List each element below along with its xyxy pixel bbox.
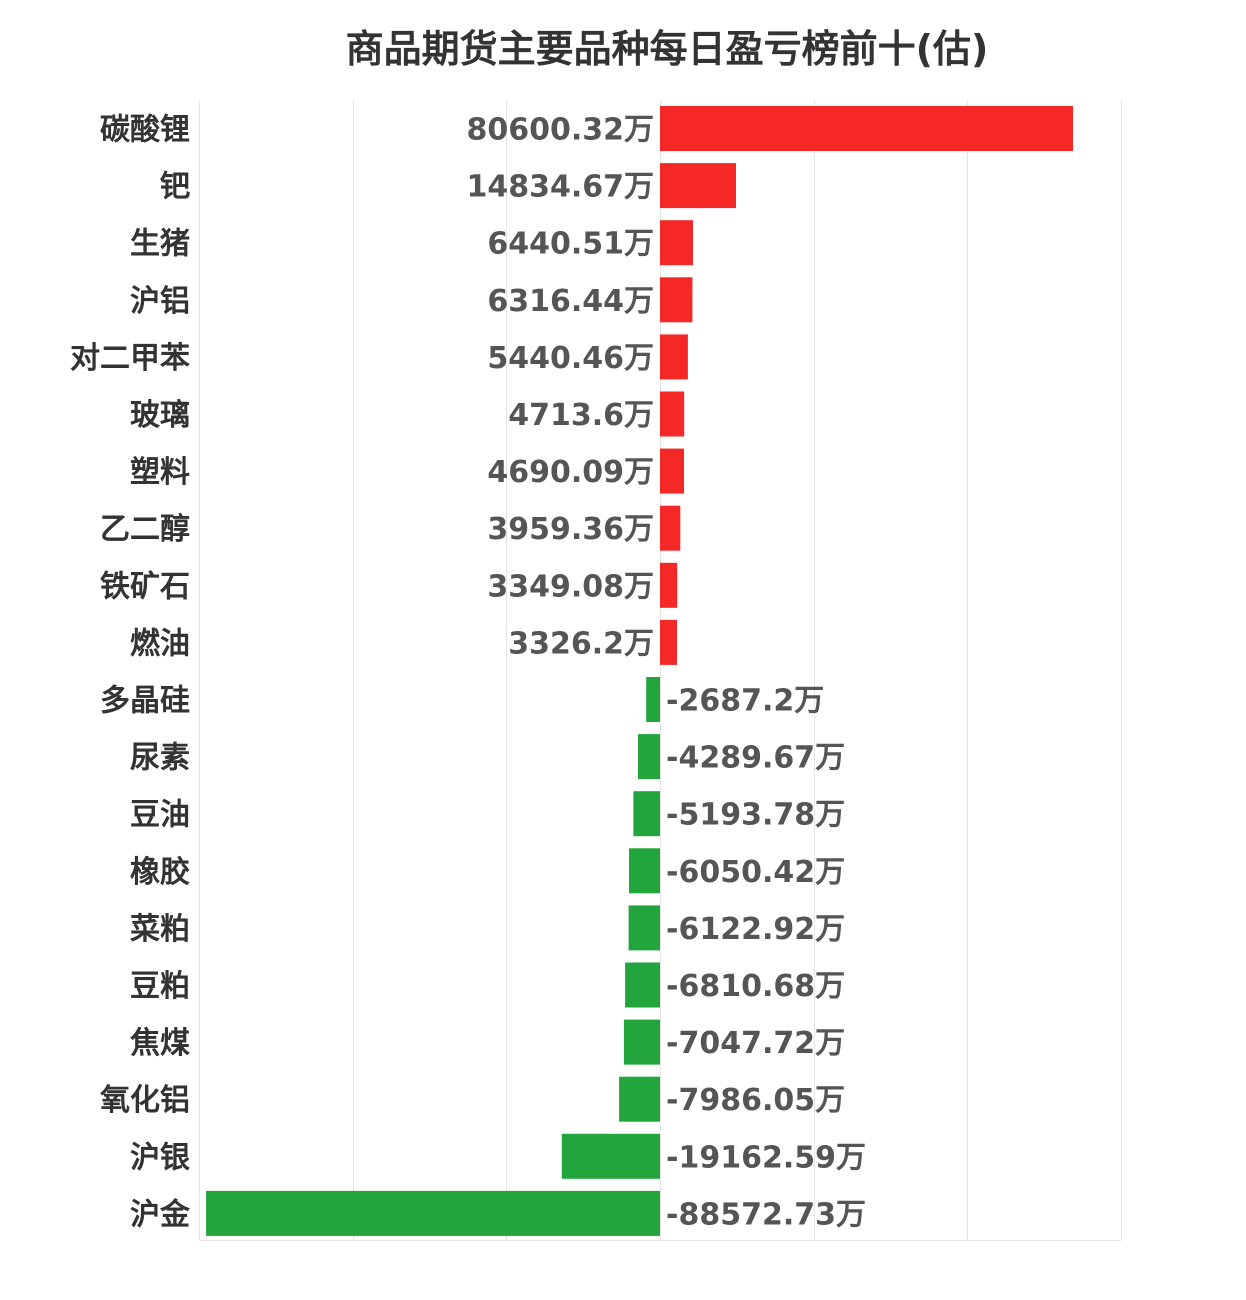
bars <box>206 106 1073 1236</box>
value-label: 14834.67万 <box>466 170 654 205</box>
value-label: -6050.42万 <box>666 855 845 890</box>
category-label: 铁矿石 <box>100 569 190 604</box>
bar <box>633 791 660 837</box>
category-label: 生猪 <box>130 227 190 262</box>
category-label: 豆粕 <box>130 969 190 1004</box>
value-label: -7986.05万 <box>666 1083 845 1118</box>
bar <box>625 962 660 1008</box>
category-label: 尿素 <box>130 741 190 776</box>
bar <box>619 1076 660 1122</box>
value-label: 80600.32万 <box>466 113 654 148</box>
category-label: 乙二醇 <box>100 512 190 547</box>
bar <box>561 1133 660 1179</box>
category-label: 豆油 <box>130 798 190 833</box>
category-label: 塑料 <box>130 455 190 490</box>
category-label: 玻璃 <box>130 398 190 433</box>
category-label: 沪金 <box>130 1197 191 1232</box>
bar <box>628 905 660 951</box>
bar <box>660 334 688 380</box>
bar <box>660 505 681 551</box>
category-label: 沪铝 <box>130 284 190 319</box>
chart-title: 商品期货主要品种每日盈亏榜前十(估) <box>345 27 989 71</box>
value-label: 4690.09万 <box>487 455 654 490</box>
value-label: -4289.67万 <box>666 741 845 776</box>
category-label: 氧化铝 <box>100 1083 190 1118</box>
bar <box>206 1190 660 1236</box>
value-label: 6440.51万 <box>487 227 654 262</box>
bar <box>660 277 693 323</box>
value-label: 3326.2万 <box>508 626 654 661</box>
category-label: 沪银 <box>130 1140 190 1175</box>
category-label: 碳酸锂 <box>100 113 190 148</box>
bar <box>646 677 660 722</box>
category-label: 燃油 <box>130 626 190 661</box>
value-label: 6316.44万 <box>487 284 654 319</box>
bar <box>660 106 1073 151</box>
value-label: 4713.6万 <box>508 398 654 433</box>
value-label: -6810.68万 <box>666 969 845 1004</box>
bar <box>623 1019 660 1065</box>
bar <box>629 848 660 894</box>
bar <box>660 619 677 665</box>
value-label: 5440.46万 <box>487 341 654 376</box>
category-label: 钯 <box>160 170 190 205</box>
grid-lines <box>199 100 1122 1241</box>
value-label: -88572.73万 <box>666 1197 866 1232</box>
category-label: 对二甲苯 <box>70 341 190 376</box>
bar <box>660 163 736 209</box>
bar <box>660 220 693 266</box>
category-label: 多晶硅 <box>100 684 190 719</box>
category-label: 焦煤 <box>130 1026 190 1061</box>
bar <box>660 562 678 608</box>
value-label: -19162.59万 <box>666 1140 866 1175</box>
bar <box>660 448 684 494</box>
category-label: 菜粕 <box>130 912 190 947</box>
value-label: 3349.08万 <box>487 569 654 604</box>
value-label: -2687.2万 <box>666 684 824 719</box>
value-label: -7047.72万 <box>666 1026 845 1061</box>
bar <box>638 734 660 780</box>
value-label: -6122.92万 <box>666 912 845 947</box>
value-label: 3959.36万 <box>487 512 654 547</box>
category-label: 橡胶 <box>130 855 190 890</box>
bar <box>660 391 685 437</box>
value-label: -5193.78万 <box>666 798 845 833</box>
